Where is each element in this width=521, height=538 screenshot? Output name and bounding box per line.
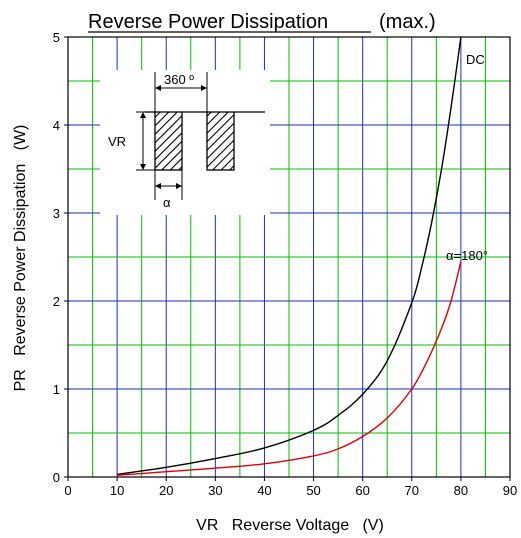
period-label: 360 º <box>164 72 194 87</box>
y-tick-label: 4 <box>53 118 60 133</box>
period-arrowhead-right <box>201 85 207 91</box>
angle-arrowhead-right <box>176 183 182 189</box>
series-line-dc <box>117 36 462 476</box>
series-label-dc: DC <box>466 52 485 67</box>
x-tick-label: 20 <box>159 483 173 498</box>
axis-ticks: 0 10 20 30 40 50 60 70 80 90 0 1 2 3 4 5 <box>53 30 517 498</box>
x-tick-label: 60 <box>355 483 369 498</box>
angle-arrowhead-left <box>155 183 161 189</box>
chart-title: Reverse Power Dissipation <box>88 11 328 33</box>
y-tick-label: 1 <box>53 382 60 397</box>
x-axis-label: VR Reverse Voltage (V) <box>196 517 384 534</box>
x-tick-label: 30 <box>208 483 222 498</box>
inset-background <box>100 70 270 215</box>
chart-title-suffix: (max.) <box>379 11 436 33</box>
series-label-alpha180: α=180° <box>446 248 488 263</box>
amplitude-arrowhead-bottom <box>140 164 146 170</box>
y-tick-label: 3 <box>53 206 60 221</box>
x-tick-label: 40 <box>257 483 271 498</box>
hatched-pulse-1 <box>154 111 183 171</box>
y-tick-label: 2 <box>53 294 60 309</box>
series-line-alpha180 <box>117 261 462 476</box>
inset-waveform-diagram: 360 º VR α <box>100 70 270 215</box>
x-tick-label: 10 <box>110 483 124 498</box>
amplitude-label: VR <box>108 134 126 149</box>
x-tick-label: 0 <box>64 483 71 498</box>
x-tick-label: 70 <box>405 483 419 498</box>
y-tick-label: 5 <box>53 30 60 45</box>
y-axis-label: PR Reverse Power Dissipation (W) <box>12 125 29 392</box>
period-arrowhead-left <box>155 85 161 91</box>
y-tick-label: 0 <box>53 470 60 485</box>
hatched-pulse-2 <box>206 111 235 171</box>
data-series <box>117 36 462 476</box>
x-tick-label: 80 <box>454 483 468 498</box>
amplitude-arrowhead-top <box>140 112 146 118</box>
x-tick-label: 90 <box>503 483 517 498</box>
x-tick-label: 50 <box>306 483 320 498</box>
plot-frame <box>67 36 511 478</box>
angle-label: α <box>163 195 171 210</box>
